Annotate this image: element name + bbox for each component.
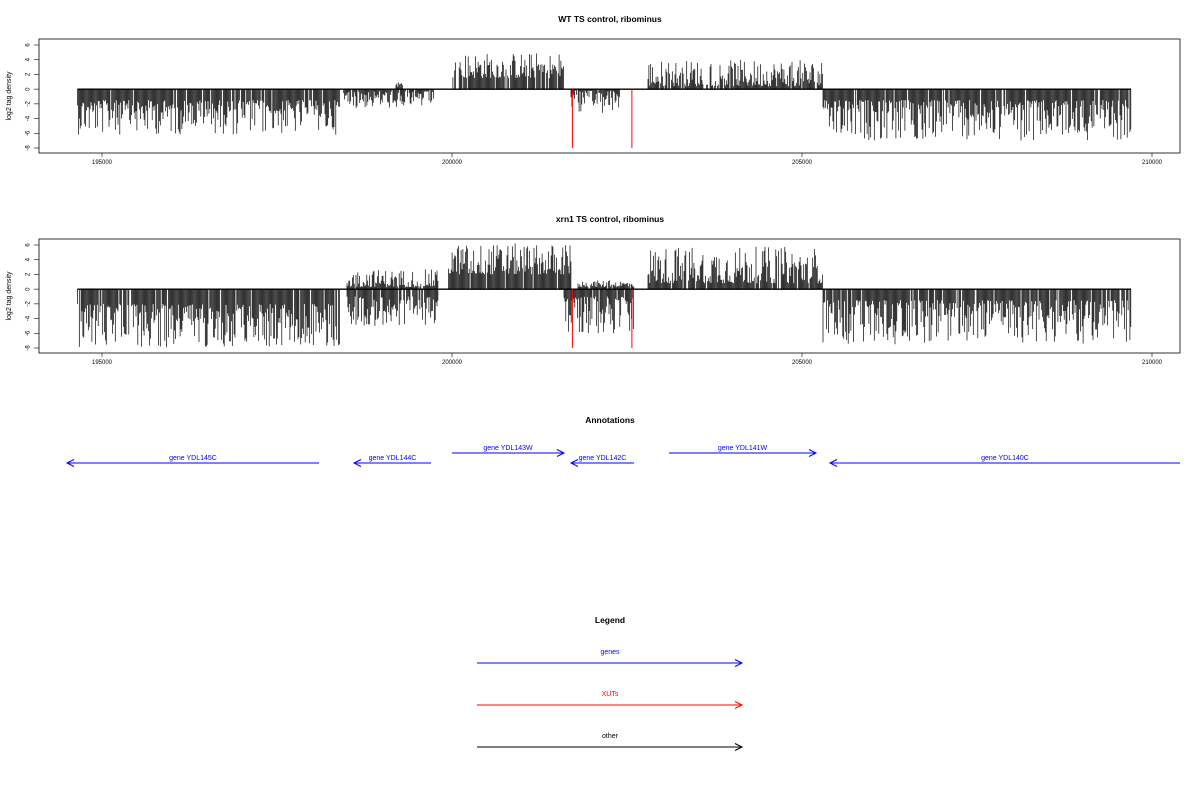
y-tick-label: -6 <box>26 130 32 136</box>
gene-arrow: gene YDL145C <box>65 455 319 467</box>
y-tick-label: -8 <box>26 145 32 151</box>
y-axis-ticks: -8 -6 -4 -2 0 2 4 6 <box>26 243 39 351</box>
legend: Legend genes XUTs other <box>477 615 744 751</box>
xut-marks <box>571 89 633 148</box>
gene-label: gene YDL140C <box>981 455 1029 462</box>
gene-arrow: gene YDL140C <box>828 455 1180 467</box>
gene-track: gene YDL145C gene YDL144C gene YDL143W gene… <box>65 445 1180 467</box>
gene-label: gene YDL145C <box>169 455 217 462</box>
x-tick-label: 195000 <box>92 160 113 166</box>
density-bars <box>77 53 1132 141</box>
arrow-head-left <box>352 459 362 467</box>
legend-item: XUTs <box>477 691 744 709</box>
y-tick-label: 4 <box>26 57 32 61</box>
plot-frame <box>38 238 1181 354</box>
gene-label: gene YDL144C <box>369 455 417 462</box>
y-axis-label: log2 tag density <box>6 271 13 321</box>
x-tick-label: 205000 <box>792 360 813 366</box>
density-bars <box>77 243 1132 348</box>
plot-frame <box>38 38 1181 154</box>
legend-items: genes XUTs other <box>477 649 744 751</box>
y-tick-label: -4 <box>26 315 32 321</box>
arrow-head-left <box>828 459 838 467</box>
arrow-head-right <box>734 701 744 709</box>
x-tick-label: 205000 <box>792 160 813 166</box>
xut-marks <box>571 289 633 348</box>
x-tick-label: 200000 <box>442 360 463 366</box>
gene-arrow: gene YDL143W <box>452 445 566 457</box>
xrn1-density-panel: xrn1 TS control, ribominus log2 tag dens… <box>6 214 1181 366</box>
legend-item: other <box>477 733 744 751</box>
panel-title: xrn1 TS control, ribominus <box>556 214 664 224</box>
annotations-section: Annotations gene YDL145C gene YDL144Cgene… <box>65 415 1180 467</box>
gene-label: gene YDL143W <box>483 445 533 452</box>
y-tick-label: -8 <box>26 345 32 351</box>
x-tick-label: 200000 <box>442 160 463 166</box>
gene-arrow: gene YDL141W <box>669 445 818 457</box>
gene-arrow: gene YDL144C <box>352 455 431 467</box>
y-tick-label: 6 <box>26 243 32 247</box>
y-tick-label: -2 <box>26 101 32 107</box>
legend-label: genes <box>600 649 620 656</box>
y-axis-ticks: -8 -6 -4 -2 0 2 4 6 <box>26 43 39 151</box>
y-tick-label: 4 <box>26 257 32 261</box>
y-tick-label: -4 <box>26 115 32 121</box>
y-axis-label: log2 tag density <box>6 71 13 121</box>
arrow-head-left <box>65 459 75 467</box>
x-tick-label: 195000 <box>92 360 113 366</box>
gene-arrow: gene YDL142C <box>569 455 634 467</box>
y-tick-label: 2 <box>26 272 32 276</box>
panel-title: WT TS control, ribominus <box>558 14 662 24</box>
arrow-head-right <box>808 449 818 457</box>
legend-label: other <box>602 733 619 740</box>
arrow-head-right <box>734 659 744 667</box>
gene-label: gene YDL142C <box>579 455 627 462</box>
gene-label: gene YDL141W <box>718 445 768 452</box>
wt-density-panel: WT TS control, ribominus log2 tag densit… <box>6 14 1181 166</box>
y-tick-label: -2 <box>26 301 32 307</box>
y-tick-label: -6 <box>26 330 32 336</box>
y-tick-label: 6 <box>26 43 32 47</box>
annotations-title: Annotations <box>585 415 635 425</box>
legend-label: XUTs <box>602 691 619 698</box>
arrow-head-left <box>569 459 579 467</box>
y-tick-label: 0 <box>26 87 32 91</box>
x-tick-label: 210000 <box>1142 360 1163 366</box>
legend-title: Legend <box>595 615 625 625</box>
x-axis-ticks: 195000 200000 205000 210000 <box>92 353 1163 366</box>
y-tick-label: 2 <box>26 72 32 76</box>
arrow-head-right <box>556 449 566 457</box>
y-tick-label: 0 <box>26 287 32 291</box>
x-axis-ticks: 195000 200000 205000 210000 <box>92 153 1163 166</box>
legend-item: genes <box>477 649 744 667</box>
arrow-head-right <box>734 743 744 751</box>
x-tick-label: 210000 <box>1142 160 1163 166</box>
